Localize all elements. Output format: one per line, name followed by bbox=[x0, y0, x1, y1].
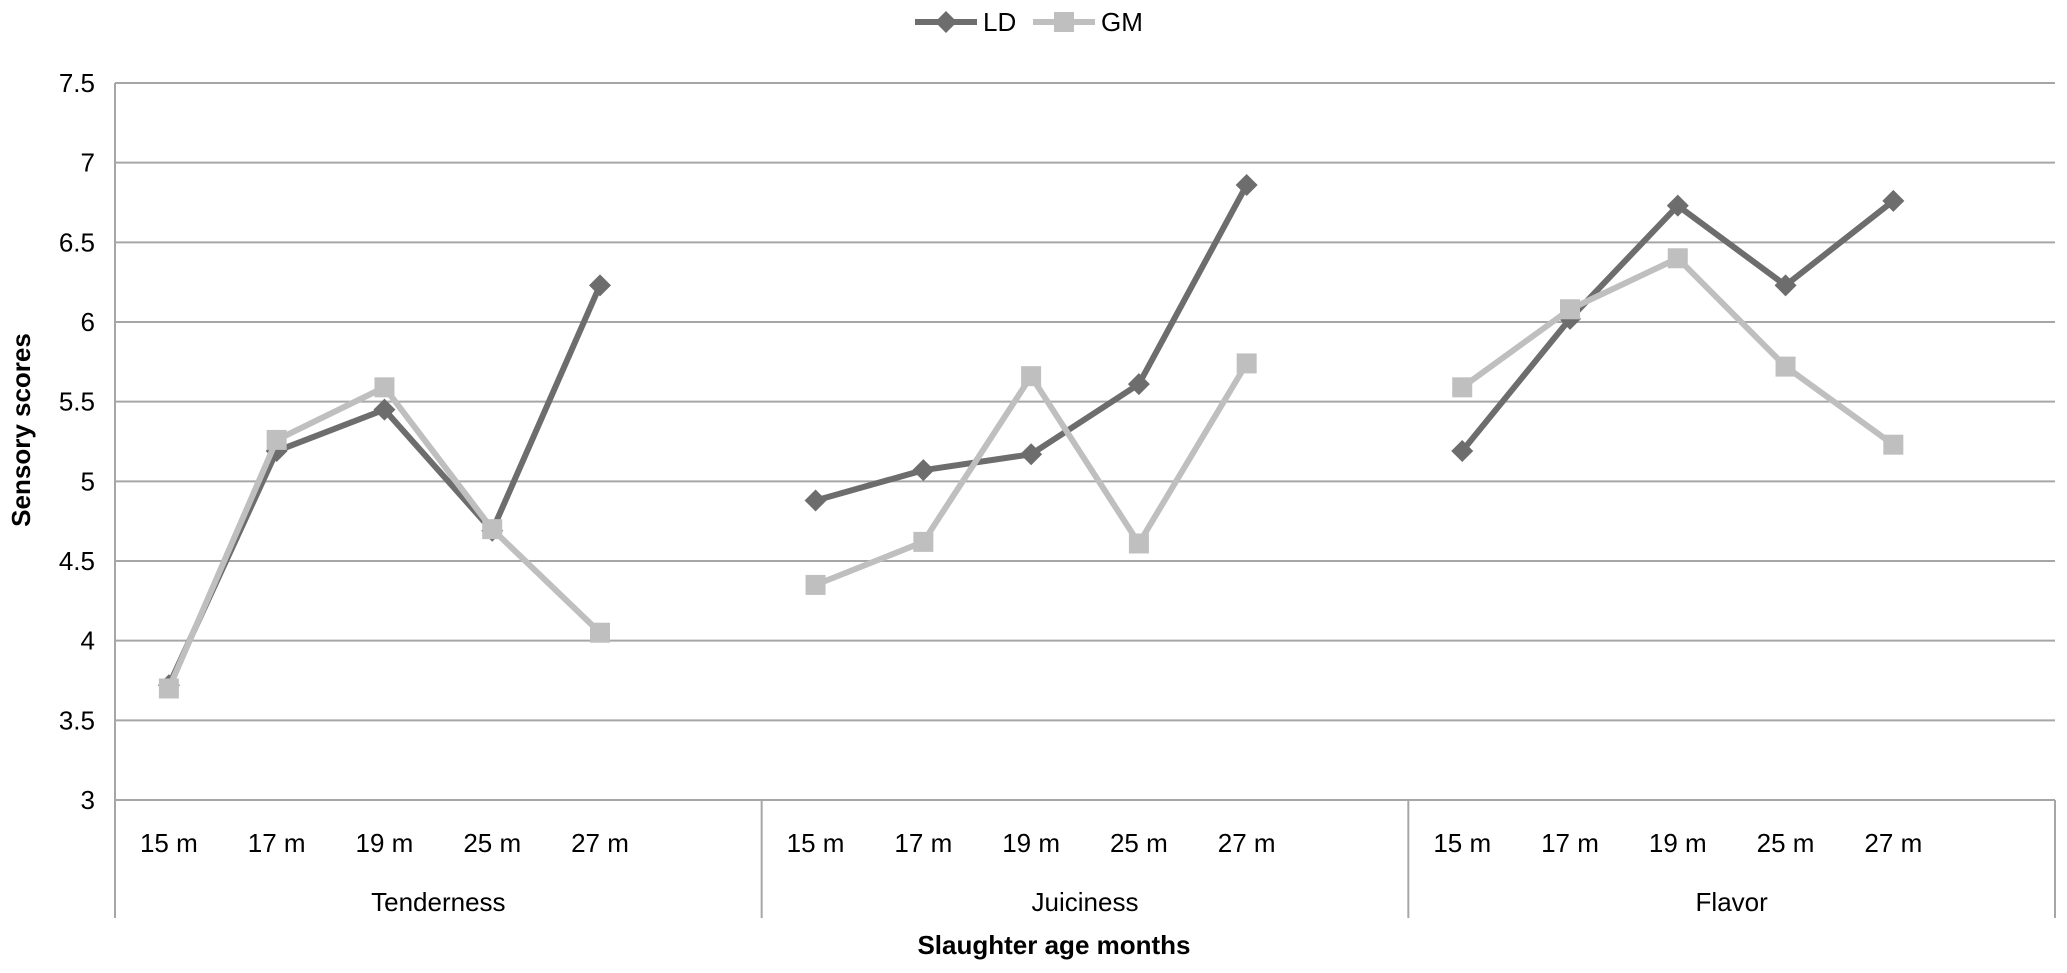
x-tick-label: 15 m bbox=[140, 828, 198, 858]
data-point-diamond bbox=[373, 398, 396, 421]
x-axis-title: Slaughter age months bbox=[917, 930, 1190, 960]
axes bbox=[114, 83, 2056, 918]
data-point-diamond bbox=[1451, 440, 1474, 463]
data-point-square bbox=[805, 574, 826, 595]
data-point-square bbox=[1883, 434, 1904, 455]
series-line bbox=[1460, 255, 1896, 448]
data-point-diamond bbox=[912, 459, 935, 482]
x-tick-label: 25 m bbox=[463, 828, 521, 858]
data-point-diamond bbox=[1882, 189, 1905, 212]
data-point-square bbox=[1452, 377, 1473, 398]
x-tick-label: 19 m bbox=[1649, 828, 1707, 858]
legend-marker-square bbox=[1054, 12, 1074, 32]
legend: LD GM bbox=[915, 7, 1143, 37]
data-point-square bbox=[1128, 533, 1149, 554]
data-point-diamond bbox=[589, 274, 611, 297]
series-gm bbox=[158, 248, 1904, 699]
y-tick-label: 6.5 bbox=[59, 227, 95, 257]
data-point-diamond bbox=[1666, 194, 1689, 217]
data-point-diamond bbox=[1127, 373, 1150, 396]
group-label: Tenderness bbox=[371, 887, 505, 917]
y-tick-label: 4 bbox=[81, 626, 95, 656]
gridlines bbox=[115, 82, 2055, 722]
legend-marker-diamond bbox=[935, 11, 957, 33]
data-point-diamond bbox=[1774, 274, 1797, 297]
legend-item-gm: GM bbox=[1033, 7, 1143, 37]
legend-label: GM bbox=[1101, 7, 1143, 37]
data-point-square bbox=[158, 678, 179, 699]
data-point-square bbox=[1021, 366, 1042, 387]
x-tick-label: 15 m bbox=[787, 828, 845, 858]
x-tick-label: 15 m bbox=[1433, 828, 1491, 858]
data-point-square bbox=[266, 429, 287, 450]
y-tick-label: 7.5 bbox=[59, 68, 95, 98]
data-point-square bbox=[913, 531, 934, 552]
axis-labels: 3 3.5 4 4.5 5 5.5 6 6.5 7 7.5 15 m 17 m 19 m 25 m 27 m… bbox=[59, 68, 1922, 917]
x-tick-label: 17 m bbox=[1541, 828, 1599, 858]
data-point-square bbox=[374, 377, 395, 398]
x-tick-label: 25 m bbox=[1110, 828, 1168, 858]
data-point-square bbox=[1560, 299, 1580, 320]
x-tick-label: 17 m bbox=[248, 828, 306, 858]
x-tick-label: 19 m bbox=[356, 828, 414, 858]
series-line bbox=[166, 284, 603, 687]
series-line bbox=[1459, 198, 1896, 453]
y-tick-label: 6 bbox=[81, 307, 95, 337]
data-point-diamond bbox=[1020, 443, 1043, 466]
y-tick-label: 3.5 bbox=[59, 705, 95, 735]
data-point-square bbox=[1667, 248, 1688, 269]
x-tick-label: 25 m bbox=[1757, 828, 1815, 858]
x-tick-label: 27 m bbox=[1864, 828, 1922, 858]
group-label: Flavor bbox=[1696, 887, 1769, 917]
data-point-diamond bbox=[804, 489, 827, 512]
y-tick-label: 3 bbox=[81, 785, 95, 815]
x-tick-label: 27 m bbox=[1218, 828, 1276, 858]
data-point-square bbox=[590, 622, 610, 643]
data-point-square bbox=[1775, 356, 1796, 377]
x-tick-label: 19 m bbox=[1002, 828, 1060, 858]
y-tick-label: 5.5 bbox=[59, 387, 95, 417]
y-tick-label: 7 bbox=[81, 148, 95, 178]
data-point-square bbox=[482, 519, 503, 540]
series bbox=[157, 173, 1905, 699]
x-tick-label: 27 m bbox=[571, 828, 629, 858]
y-tick-label: 4.5 bbox=[59, 546, 95, 576]
legend-label: LD bbox=[983, 7, 1016, 37]
data-point-diamond bbox=[1235, 173, 1258, 196]
data-point-square bbox=[1236, 353, 1257, 374]
group-label: Juiciness bbox=[1032, 887, 1139, 917]
y-axis-title: Sensory scores bbox=[6, 333, 36, 527]
series-line bbox=[814, 361, 1250, 588]
x-tick-label: 17 m bbox=[894, 828, 952, 858]
legend-item-ld: LD bbox=[915, 7, 1016, 37]
y-tick-label: 5 bbox=[81, 466, 95, 496]
